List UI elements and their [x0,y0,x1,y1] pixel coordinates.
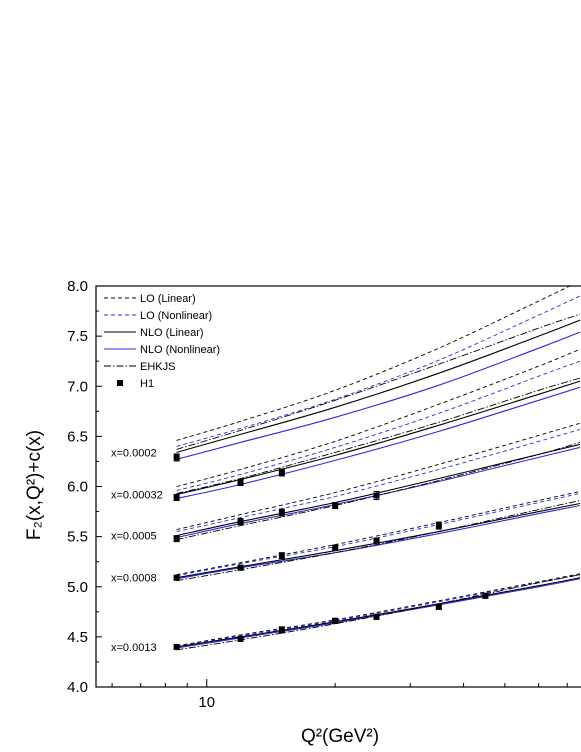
group-label-4: x=0.0008 [111,573,157,585]
data-point [173,494,180,501]
curve-nlo-nonlinear-1 [176,331,580,460]
curve-lo-nonlinear-4 [176,493,580,577]
data-point [332,544,339,551]
legend-marker [117,380,123,386]
y-tick-label: 6.5 [67,428,88,445]
curve-ehkjs-3 [176,441,580,541]
y-tick-label: 4.0 [67,679,88,696]
data-point [173,643,180,650]
group-label-5: x=0.0013 [111,642,157,654]
data-point [173,574,180,581]
data-point [435,522,442,529]
legend-label: NLO (Linear) [140,327,204,339]
curve-lo-linear-2 [176,348,580,487]
group-label-2: x=0.00032 [111,490,163,502]
curve-lo-nonlinear-3 [176,428,580,533]
curve-lo-nonlinear-5 [176,574,580,648]
data-point [237,518,244,525]
data-point [173,535,180,542]
curve-ehkjs-1 [176,313,580,450]
data-point [482,592,489,599]
data-point [237,635,244,642]
x-axis: 10 [111,679,568,711]
data-point [373,492,380,499]
curves [176,286,580,651]
curve-lo-nonlinear-1 [176,295,580,447]
legend-label: LO (Linear) [140,293,196,305]
curve-nlo-linear-3 [176,443,580,537]
y-tick-label: 8.0 [67,278,88,295]
data-point [373,613,380,620]
legend-label: NLO (Nonlinear) [140,344,220,356]
data-point [373,537,380,544]
data-point [278,626,285,633]
y-tick-label: 4.5 [67,629,88,646]
curve-nlo-linear-2 [176,380,580,496]
data-point [332,502,339,509]
legend-label: EHKJS [140,361,175,373]
group-label-3: x=0.0005 [111,531,157,543]
data-point [332,617,339,624]
x-value-labels: x=0.0002 x=0.00032 x=0.0005 x=0.0008 x=0.001… [111,447,163,653]
y-tick-label: 5.5 [67,529,88,546]
y-axis: 4.0 4.5 5.0 5.5 6.0 6.5 7.0 7.5 8.0 [67,278,102,696]
data-point [173,454,180,461]
curve-ehkjs-2 [176,377,580,494]
y-tick-label: 7.0 [67,378,88,395]
curve-lo-linear-5 [176,573,580,647]
curve-lo-linear-4 [176,491,580,576]
curve-lo-linear-3 [176,422,580,531]
y-tick-label: 5.0 [67,579,88,596]
x-axis-title: Q²(GeV²) [301,726,379,747]
data-point [278,552,285,559]
y-tick-label: 6.0 [67,479,88,496]
h1-data-points [173,453,489,650]
legend-label: H1 [140,378,154,390]
curve-lo-nonlinear-2 [176,360,580,491]
data-point [237,479,244,486]
data-point [278,469,285,476]
y-axis-title: F₂(x,Q²)+c(x) [24,430,45,540]
data-point [278,509,285,516]
data-point [237,564,244,571]
legend: LO (Linear) LO (Nonlinear) NLO (Linear) NLO… [104,293,220,390]
curve-lo-linear-1 [176,286,571,441]
x-tick-label: 10 [198,694,215,711]
y-tick-label: 7.5 [67,328,88,345]
data-point [435,603,442,610]
group-label-1: x=0.0002 [111,447,157,459]
curve-nlo-linear-1 [176,319,580,453]
legend-label: LO (Nonlinear) [140,310,212,322]
